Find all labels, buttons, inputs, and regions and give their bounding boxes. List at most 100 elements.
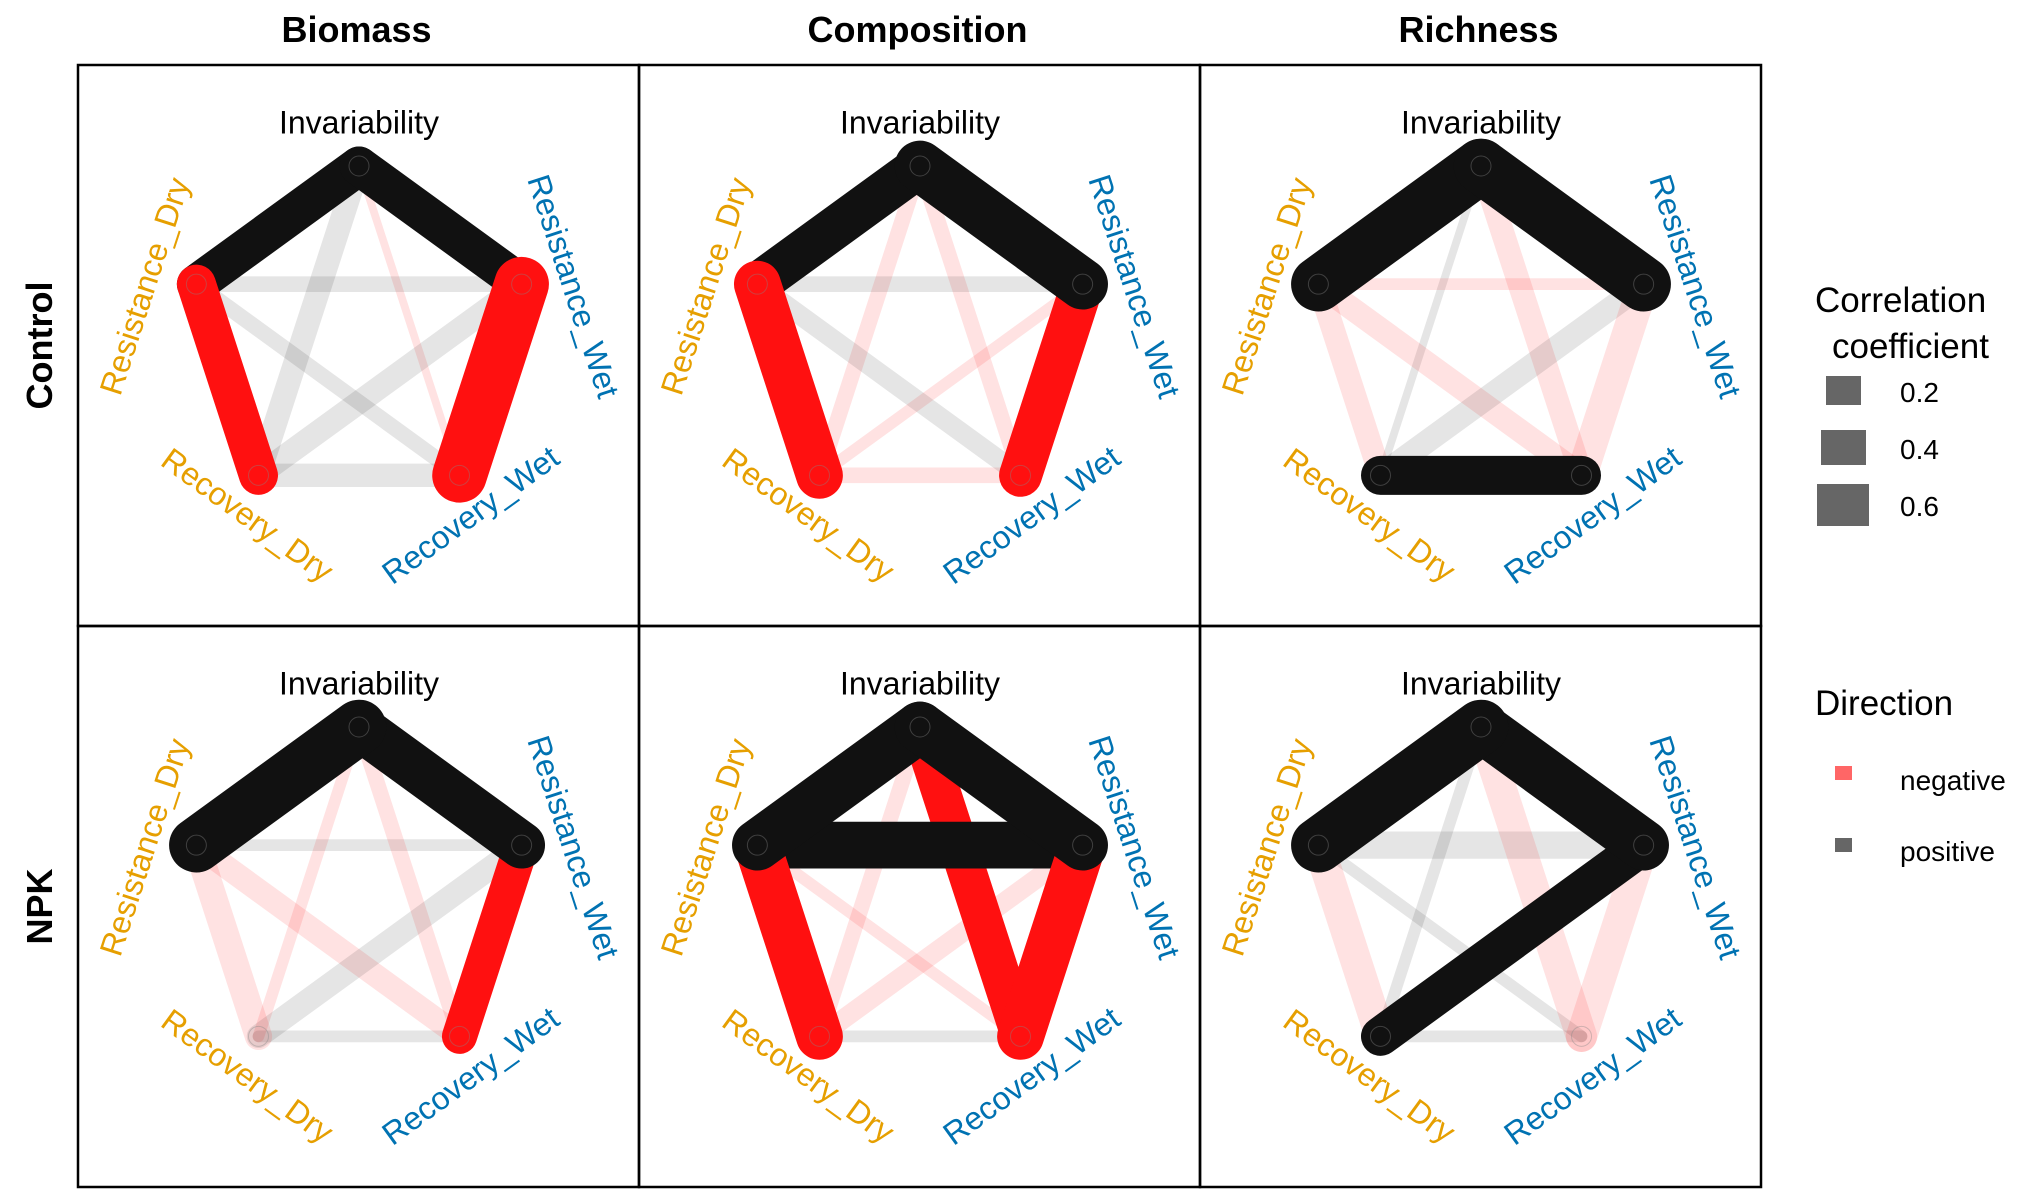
node-marker	[348, 716, 370, 738]
edge-resistance-dry-recovery-dry	[176, 264, 278, 495]
edge-resistance-dry-recovery-wet	[1306, 272, 1594, 488]
edge-resistance-wet-recovery-dry	[1368, 272, 1656, 488]
legend-size-title: Correlation	[1815, 281, 1986, 320]
row-title-control: Control	[19, 282, 60, 410]
panel-control-richness: InvariabilityResistance_WetRecovery_WetR…	[1198, 63, 1763, 628]
edge-resistance-wet-recovery-dry	[246, 272, 534, 488]
node-marker	[1010, 464, 1032, 486]
node-marker	[909, 716, 931, 738]
node-marker	[449, 1025, 471, 1047]
edge-invariability-recovery-dry	[811, 719, 928, 1045]
edge-resistance-wet-recovery-wet	[997, 821, 1107, 1060]
panel-npk-composition: InvariabilityResistance_WetRecovery_WetR…	[637, 624, 1202, 1189]
edge-invariability-recovery-dry	[252, 721, 365, 1043]
node-marker	[1470, 155, 1492, 177]
node-marker	[247, 464, 269, 486]
edge-resistance-wet-recovery-wet	[1565, 829, 1660, 1052]
column-title-biomass: Biomass	[281, 9, 431, 50]
node-label-invariability: Invariability	[840, 104, 1000, 140]
edge-invariability-recovery-dry	[246, 154, 371, 488]
legend-size-title: coefficient	[1832, 327, 1989, 366]
node-marker	[511, 834, 533, 856]
node-marker	[1072, 273, 1094, 295]
legend-direction-label: negative	[1900, 765, 2006, 796]
panel-control-biomass: InvariabilityResistance_WetRecovery_WetR…	[76, 63, 641, 628]
edge-resistance-dry-recovery-dry	[1302, 829, 1397, 1052]
legend-size-key-0.4	[1821, 430, 1866, 465]
edge-invariability-recovery-dry	[1374, 721, 1487, 1043]
node-marker	[348, 155, 370, 177]
edge-resistance-dry-recovery-dry	[733, 821, 843, 1060]
edge-invariability-resistance-wet	[1455, 701, 1669, 871]
node-marker	[1072, 834, 1094, 856]
edge-invariability-recovery-wet	[351, 719, 468, 1045]
edge-resistance-wet-recovery-wet	[999, 262, 1105, 497]
node-label-invariability: Invariability	[1401, 665, 1561, 701]
node-marker	[1470, 716, 1492, 738]
node-label-invariability: Invariability	[279, 104, 439, 140]
edge-invariability-resistance-wet	[339, 146, 542, 304]
edge-resistance-dry-recovery-dry	[733, 260, 843, 499]
edge-invariability-recovery-wet	[1469, 154, 1594, 488]
edge-resistance-wet-recovery-wet	[1565, 268, 1660, 491]
node-marker	[1571, 464, 1593, 486]
node-marker	[511, 273, 533, 295]
legend-size-label: 0.4	[1900, 434, 1939, 465]
panel-npk-biomass: InvariabilityResistance_WetRecovery_WetR…	[76, 624, 641, 1189]
node-label-invariability: Invariability	[279, 665, 439, 701]
node-marker	[909, 155, 931, 177]
edge-invariability-resistance-dry	[169, 699, 387, 873]
node-marker	[1369, 464, 1391, 486]
node-marker	[746, 834, 768, 856]
edge-invariability-resistance-wet	[1453, 138, 1671, 312]
node-marker	[808, 464, 830, 486]
edge-invariability-recovery-wet	[900, 707, 1041, 1056]
legend-size-label: 0.2	[1900, 377, 1939, 408]
edge-resistance-dry-recovery-wet	[747, 274, 1031, 486]
node-marker	[185, 834, 207, 856]
node-marker	[1633, 273, 1655, 295]
legend-size-label: 0.6	[1900, 491, 1939, 522]
node-label-invariability: Invariability	[1401, 104, 1561, 140]
legend: Correlation coefficient 0.2 0.4 0.6 Dire…	[1815, 281, 2006, 867]
edge-invariability-recovery-dry	[1376, 162, 1485, 480]
edge-invariability-resistance-wet	[894, 140, 1108, 310]
edge-resistance-dry-recovery-wet	[751, 839, 1027, 1043]
edge-resistance-dry-recovery-dry	[182, 831, 273, 1050]
edge-invariability-resistance-dry	[1291, 138, 1509, 312]
edge-resistance-wet-recovery-wet	[432, 256, 549, 503]
node-marker	[1010, 1025, 1032, 1047]
column-title-composition: Composition	[808, 9, 1028, 50]
panel-npk-richness: InvariabilityResistance_WetRecovery_WetR…	[1198, 624, 1763, 1189]
legend-direction-label: positive	[1900, 836, 1995, 867]
node-marker	[1633, 834, 1655, 856]
panel-control-composition: InvariabilityResistance_WetRecovery_WetR…	[637, 63, 1202, 628]
edge-invariability-resistance-wet	[335, 703, 546, 869]
node-marker	[1369, 1025, 1391, 1047]
edge-invariability-resistance-dry	[732, 701, 946, 871]
edge-resistance-wet-recovery-dry	[246, 833, 534, 1049]
edge-resistance-wet-recovery-dry	[1360, 825, 1664, 1056]
edge-invariability-recovery-dry	[811, 158, 928, 484]
edge-invariability-recovery-wet	[355, 162, 464, 480]
edge-resistance-dry-recovery-wet	[188, 276, 468, 484]
node-marker	[185, 273, 207, 295]
legend-size-key-0.2	[1826, 376, 1861, 405]
node-marker	[808, 1025, 830, 1047]
edge-invariability-resistance-wet	[894, 701, 1108, 871]
edge-invariability-recovery-wet	[912, 158, 1029, 484]
legend-size-key-0.6	[1817, 484, 1869, 526]
edge-invariability-recovery-wet	[1465, 711, 1598, 1052]
node-label-invariability: Invariability	[840, 665, 1000, 701]
legend-negative-key	[1835, 766, 1852, 780]
panel-border	[1198, 624, 1763, 1189]
row-title-npk: NPK	[19, 868, 60, 944]
edge-invariability-resistance-dry	[735, 144, 942, 306]
edge-invariability-resistance-dry	[176, 146, 379, 304]
node-marker	[1307, 273, 1329, 295]
legend-direction-title: Direction	[1815, 684, 1953, 723]
legend-positive-key	[1835, 838, 1852, 852]
node-marker	[247, 1025, 269, 1047]
column-title-richness: Richness	[1398, 9, 1558, 50]
